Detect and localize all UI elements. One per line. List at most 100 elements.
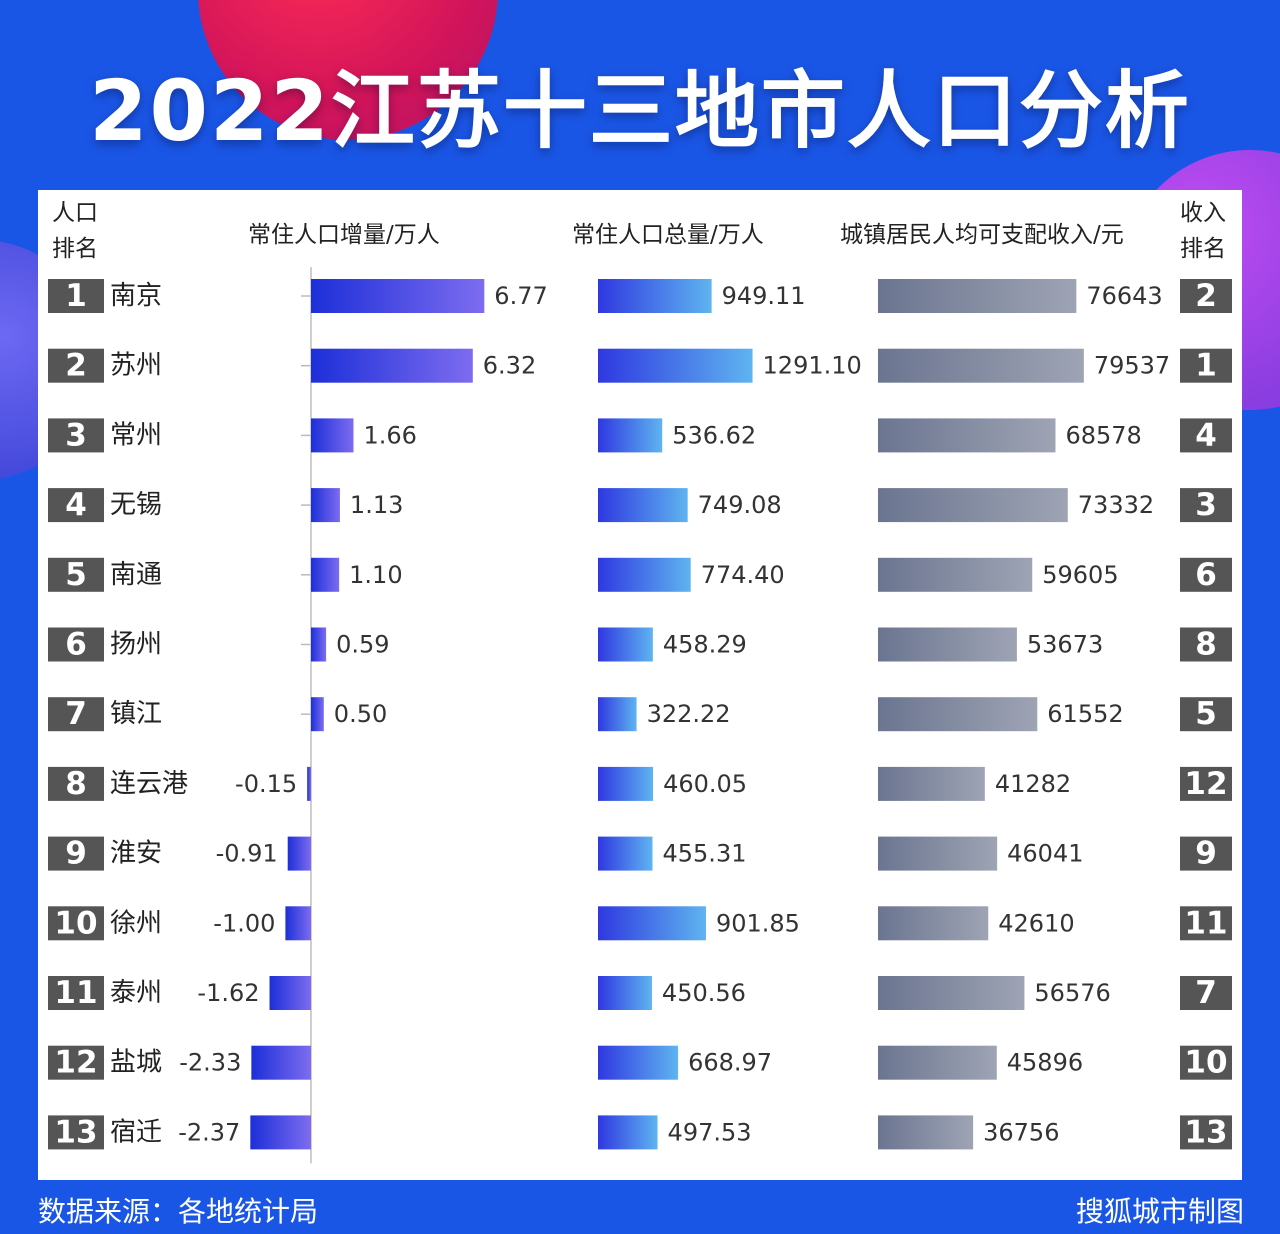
population-rank-number: 4: [65, 487, 87, 523]
chart-credit: 搜狐城市制图: [1075, 1195, 1244, 1228]
total-population-bar: [598, 627, 653, 662]
increase-bar: [307, 766, 311, 801]
total-population-bar: [598, 1045, 679, 1080]
increase-bar: [311, 557, 340, 592]
income-bar: [878, 1045, 997, 1080]
income-rank-number: 10: [1184, 1045, 1227, 1081]
income-rank-number: 8: [1195, 627, 1217, 663]
income-rank-box: [1180, 976, 1232, 1010]
total-population-value-label: 497.53: [668, 1118, 752, 1146]
income-rank-number: 3: [1195, 487, 1217, 523]
city-name: 徐州: [110, 908, 162, 938]
city-name: 南京: [110, 281, 162, 311]
population-rank-number: 11: [54, 975, 97, 1011]
header-income-rank-line1: 收入: [1180, 200, 1226, 226]
income-value-label: 73332: [1078, 491, 1154, 519]
population-rank-box: [48, 418, 104, 453]
increase-bar: [311, 348, 473, 383]
total-population-bar: [598, 557, 691, 592]
income-value-label: 36756: [983, 1118, 1059, 1146]
income-bar: [878, 766, 985, 801]
increase-bar: [311, 418, 354, 453]
city-name: 淮安: [110, 839, 162, 869]
population-rank-number: 3: [65, 417, 87, 453]
city-name: 镇江: [110, 699, 162, 729]
income-value-label: 79537: [1094, 352, 1170, 380]
income-value-label: 46041: [1007, 840, 1083, 868]
city-name: 盐城: [110, 1048, 162, 1078]
population-rank-box: [48, 836, 104, 871]
city-name: 连云港: [110, 769, 188, 799]
income-value-label: 41282: [995, 770, 1071, 798]
population-rank-number: 8: [65, 766, 87, 802]
income-value-label: 45896: [1007, 1049, 1083, 1077]
income-bar: [878, 488, 1068, 523]
population-rank-box: [48, 1115, 104, 1150]
increase-value-label: -1.62: [197, 979, 259, 1007]
total-population-bar: [598, 766, 654, 801]
income-bar: [878, 1115, 974, 1150]
income-rank-number: 2: [1195, 278, 1217, 314]
income-value-label: 76643: [1086, 282, 1162, 310]
population-rank-number: 1: [65, 278, 87, 314]
header-pop-rank-line1: 人口: [52, 200, 98, 226]
income-rank-box: [1180, 766, 1232, 801]
total-population-bar: [598, 1115, 658, 1150]
income-bar: [878, 976, 1025, 1010]
population-chart-svg: 1 南京 6.77 949.11 76643 22 苏州 6.32 1291.10 79537 13…: [48, 267, 1232, 1164]
income-rank-number: 1: [1195, 348, 1217, 384]
total-population-value-label: 668.97: [688, 1049, 772, 1077]
income-bar: [878, 906, 989, 941]
chart-title: 2022江苏十三地市人口分析: [89, 62, 1191, 160]
income-rank-box: [1180, 627, 1232, 662]
header-total: 常住人口总量/万人: [572, 222, 764, 248]
income-rank-box: [1180, 1045, 1232, 1080]
income-rank-box: [1180, 279, 1232, 313]
income-value-label: 68578: [1065, 421, 1141, 449]
population-rank-box: [48, 906, 104, 941]
income-rank-number: 13: [1184, 1114, 1227, 1150]
increase-bar: [311, 279, 485, 313]
population-rank-box: [48, 348, 104, 383]
population-rank-number: 5: [65, 557, 87, 593]
total-population-value-label: 749.08: [698, 491, 782, 519]
income-value-label: 61552: [1047, 700, 1123, 728]
population-rank-number: 10: [54, 905, 97, 941]
income-rank-box: [1180, 697, 1232, 732]
city-name: 南通: [110, 560, 162, 590]
income-bar: [878, 348, 1084, 383]
city-name: 无锡: [110, 490, 162, 520]
total-population-bar: [598, 418, 663, 453]
population-rank-number: 12: [54, 1045, 97, 1081]
increase-value-label: -0.91: [216, 840, 278, 868]
increase-value-label: -2.33: [179, 1049, 241, 1077]
total-population-bar: [598, 697, 637, 732]
increase-value-label: -2.37: [178, 1118, 240, 1146]
income-rank-box: [1180, 1115, 1232, 1150]
population-rank-box: [48, 976, 104, 1010]
income-rank-box: [1180, 906, 1232, 941]
income-rank-number: 11: [1184, 905, 1227, 941]
increase-value-label: -0.15: [235, 770, 297, 798]
increase-value-label: 0.50: [334, 700, 387, 728]
total-population-bar: [598, 836, 653, 871]
total-population-value-label: 536.62: [672, 421, 756, 449]
increase-bar: [311, 488, 340, 523]
increase-value-label: 0.59: [336, 631, 389, 659]
header-income: 城镇居民人均可支配收入/元: [840, 222, 1124, 248]
income-rank-box: [1180, 488, 1232, 523]
increase-value-label: 6.32: [483, 352, 536, 380]
total-population-value-label: 455.31: [663, 840, 747, 868]
data-source-note: 数据来源：各地统计局: [38, 1195, 319, 1228]
increase-bar: [251, 1045, 311, 1080]
income-bar: [878, 557, 1033, 592]
total-population-bar: [598, 279, 712, 313]
city-name: 宿迁: [110, 1117, 162, 1147]
increase-value-label: -1.00: [213, 909, 275, 937]
population-rank-number: 13: [54, 1114, 97, 1150]
header-pop-rank-line2: 排名: [52, 236, 98, 262]
population-rank-number: 9: [65, 836, 87, 872]
city-name: 泰州: [110, 978, 162, 1008]
increase-bar: [287, 836, 311, 871]
total-population-value-label: 949.11: [722, 282, 806, 310]
